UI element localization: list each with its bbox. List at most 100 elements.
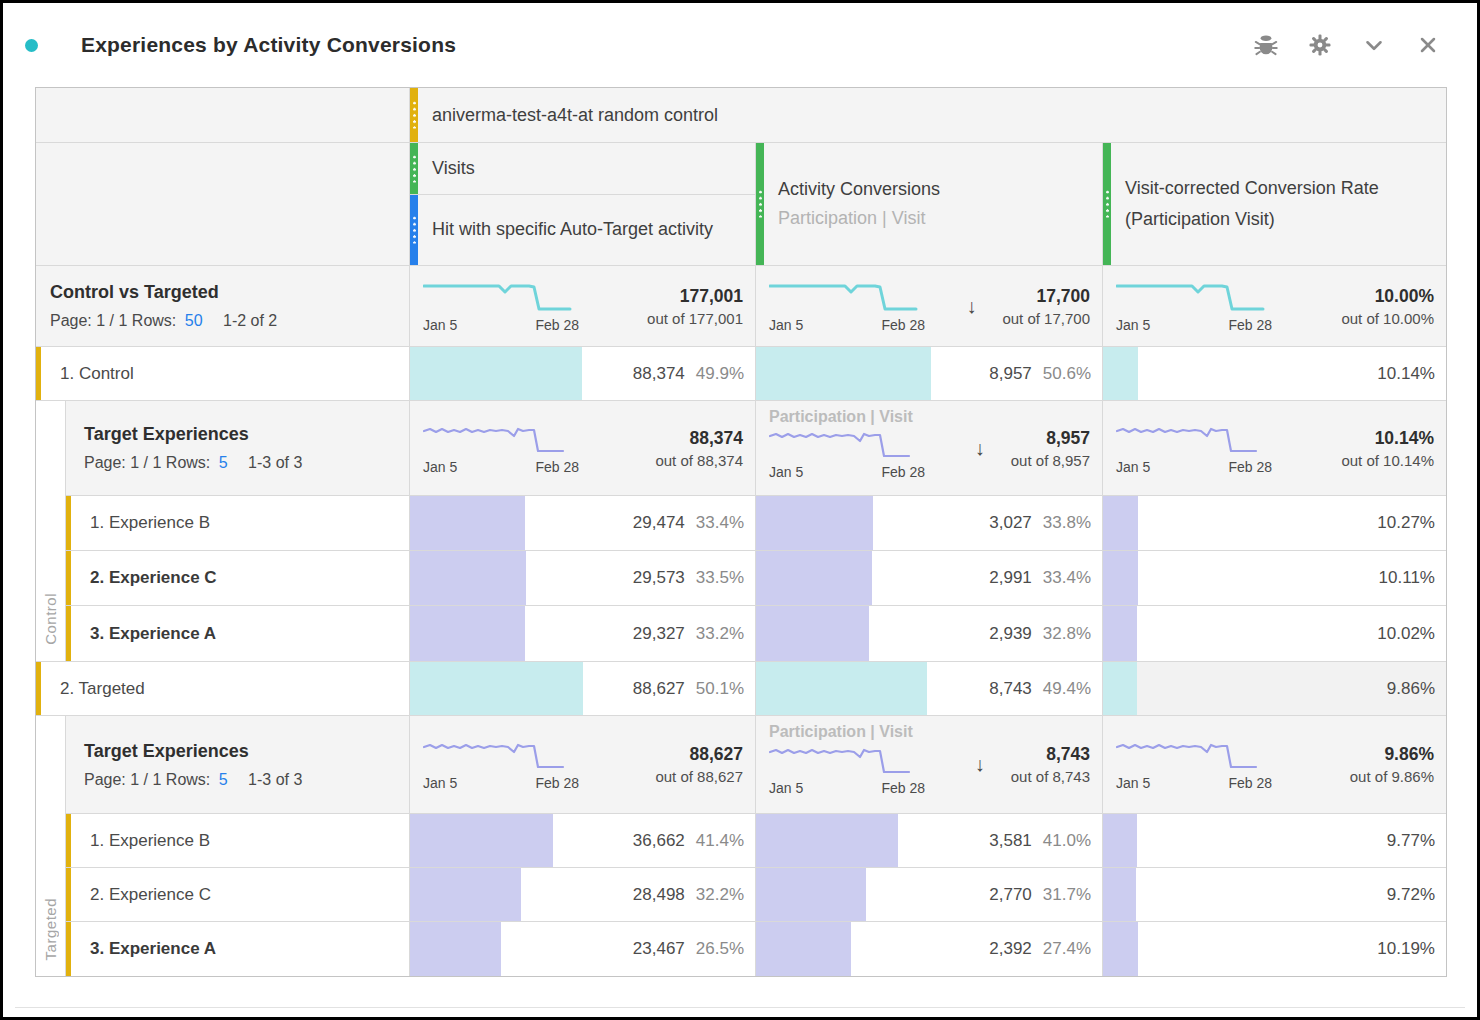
subtotals-visits-outof: out of 88,374: [655, 452, 743, 469]
cell-visits[interactable]: 36,66241.4%: [409, 814, 755, 867]
cell-rate[interactable]: 10.02%: [1102, 606, 1446, 661]
totals-visits-outof: out of 177,001: [647, 310, 743, 327]
cell-conversions[interactable]: 2,77031.7%: [755, 868, 1102, 921]
value-bar: [410, 606, 525, 661]
cell-rate[interactable]: 9.77%: [1102, 814, 1446, 867]
conversions-sub-sparkline: Jan 5Feb 28: [769, 743, 925, 796]
visits-metric-header[interactable]: Visits: [410, 143, 755, 195]
settings-gear-icon[interactable]: [1305, 30, 1335, 60]
spark-end-label: Feb 28: [535, 775, 579, 791]
spark-end-label: Feb 28: [1228, 775, 1272, 791]
sort-descending-arrow-icon[interactable]: ↓: [967, 437, 985, 460]
segment-header-label: aniverma-test-a4t-at random control: [410, 105, 1446, 126]
cell-visits[interactable]: 29,47433.4%: [409, 496, 755, 550]
totals-pagination-label: Page: 1 / 1 Rows:: [50, 312, 176, 329]
subtable-range: 1-3 of 3: [248, 454, 302, 471]
cell-conversions[interactable]: 3,58141.0%: [755, 814, 1102, 867]
dimension-cell-experience[interactable]: 1. Experience B: [66, 496, 409, 550]
value-bar: [756, 347, 931, 400]
dimension-cell-targeted[interactable]: 2. Targeted: [36, 662, 409, 715]
row-accent-bar: [66, 551, 71, 605]
visits-sub-sparkline: Jan 5Feb 28: [423, 422, 579, 475]
cell-conversions[interactable]: 8,74349.4%: [755, 662, 1102, 715]
subtable-rows-selector[interactable]: 5: [219, 771, 228, 788]
cell-percent: 41.4%: [696, 831, 744, 851]
cell-rate[interactable]: 9.86%: [1102, 662, 1446, 715]
subtotals-visits-cell[interactable]: Jan 5Feb 28 88,374 out of 88,374: [409, 401, 755, 495]
debug-icon[interactable]: [1251, 30, 1281, 60]
cell-percent: 27.4%: [1043, 939, 1091, 959]
dimension-cell-experience[interactable]: 2. Experience C: [66, 551, 409, 605]
subtable-rows-selector[interactable]: 5: [219, 454, 228, 471]
cell-percent: 33.2%: [696, 624, 744, 644]
cell-rate[interactable]: 10.19%: [1102, 922, 1446, 976]
spark-end-label: Feb 28: [535, 459, 579, 475]
cell-rate[interactable]: 10.14%: [1102, 347, 1446, 400]
subtotals-conversions-cell[interactable]: Participation | Visit Jan 5Feb 28 ↓ 8,95…: [755, 401, 1102, 495]
subtable-range: 1-3 of 3: [248, 771, 302, 788]
totals-visits-value: 177,001: [647, 286, 743, 307]
subtotals-conversions-cell[interactable]: Participation | Visit Jan 5Feb 28 ↓ 8,74…: [755, 716, 1102, 813]
cell-percent: 41.0%: [1043, 831, 1091, 851]
dimension-cell-experience[interactable]: 1. Experience B: [66, 814, 409, 867]
row-label: 1. Control: [60, 364, 134, 384]
dimension-cell-experience[interactable]: 2. Experience C: [66, 868, 409, 921]
cell-conversions[interactable]: 2,99133.4%: [755, 551, 1102, 605]
subtable-title-cell: Target Experiences Page: 1 / 1 Rows: 5 1…: [66, 716, 409, 813]
cell-rate[interactable]: 9.72%: [1102, 868, 1446, 921]
dimension-cell-control[interactable]: 1. Control: [36, 347, 409, 400]
subtotals-rate-cell[interactable]: Jan 5Feb 28 9.86% out of 9.86%: [1102, 716, 1446, 813]
totals-conversions-cell[interactable]: Jan 5Feb 28 ↓ 17,700 out of 17,700: [755, 266, 1102, 346]
value-bar: [410, 496, 525, 550]
cell-conversions[interactable]: 2,93932.8%: [755, 606, 1102, 661]
cell-value: 2,392: [989, 939, 1032, 959]
cell-percent: 33.5%: [696, 568, 744, 588]
value-bar: [756, 662, 927, 715]
cell-visits[interactable]: 28,49832.2%: [409, 868, 755, 921]
visits-header-label: Visits: [410, 158, 755, 179]
sort-descending-arrow-icon[interactable]: ↓: [958, 295, 976, 318]
segment-accent-bar: [410, 88, 418, 142]
row-accent-bar: [66, 814, 71, 867]
panel: Experiences by Activity Conversions: [0, 0, 1480, 1020]
close-icon[interactable]: [1413, 30, 1443, 60]
dimension-cell-experience[interactable]: 3. Experience A: [66, 922, 409, 976]
cell-rate[interactable]: 10.27%: [1102, 496, 1446, 550]
cell-value: 2,991: [989, 568, 1032, 588]
cell-conversions[interactable]: 3,02733.8%: [755, 496, 1102, 550]
cell-conversions[interactable]: 8,95750.6%: [755, 347, 1102, 400]
cell-value: 28,498: [633, 885, 685, 905]
hit-segment-header[interactable]: Hit with specific Auto-Target activity: [410, 195, 755, 265]
cell-visits[interactable]: 23,46726.5%: [409, 922, 755, 976]
subblock-control: Control Target Experiences Page: 1 / 1 R…: [36, 401, 1446, 662]
cell-percent: 31.7%: [1043, 885, 1091, 905]
subblock-gutter: Control: [36, 401, 66, 661]
cell-rate[interactable]: 10.11%: [1102, 551, 1446, 605]
cell-visits[interactable]: 88,37449.9%: [409, 347, 755, 400]
cell-percent: 50.1%: [696, 679, 744, 699]
value-bar: [410, 868, 521, 921]
conversions-header-cell[interactable]: Activity Conversions Participation | Vis…: [755, 143, 1102, 265]
row-label: 2. Experience C: [90, 568, 217, 588]
corner-cell-2: [36, 143, 409, 265]
segment-header-cell[interactable]: aniverma-test-a4t-at random control: [409, 88, 1446, 142]
sort-descending-arrow-icon[interactable]: ↓: [967, 753, 985, 776]
metric-tag: Participation | Visit: [769, 723, 913, 741]
visits-header-cell: Visits Hit with specific Auto-Target act…: [409, 143, 755, 265]
collapse-chevron-icon[interactable]: [1359, 30, 1389, 60]
cell-conversions[interactable]: 2,392 27.4%: [755, 922, 1102, 976]
cell-visits[interactable]: 29,32733.2%: [409, 606, 755, 661]
subtotals-visits-cell[interactable]: Jan 5Feb 28 88,627 out of 88,627: [409, 716, 755, 813]
dimension-cell-experience[interactable]: 3. Experience A: [66, 606, 409, 661]
cell-visits[interactable]: 88,62750.1%: [409, 662, 755, 715]
spark-end-label: Feb 28: [535, 317, 579, 333]
side-label-control: Control: [42, 593, 59, 645]
spark-start-label: Jan 5: [769, 780, 803, 796]
rate-header-cell[interactable]: Visit-corrected Conversion Rate (Partici…: [1102, 143, 1446, 265]
subtotals-rate-cell[interactable]: Jan 5Feb 28 10.14% out of 10.14%: [1102, 401, 1446, 495]
totals-rate-cell[interactable]: Jan 5Feb 28 10.00% out of 10.00%: [1102, 266, 1446, 346]
totals-rows-selector[interactable]: 50: [185, 312, 203, 329]
rate-sub-sparkline: Jan 5Feb 28: [1116, 422, 1272, 475]
totals-visits-cell[interactable]: Jan 5Feb 28 177,001 out of 177,001: [409, 266, 755, 346]
cell-visits[interactable]: 29,57333.5%: [409, 551, 755, 605]
